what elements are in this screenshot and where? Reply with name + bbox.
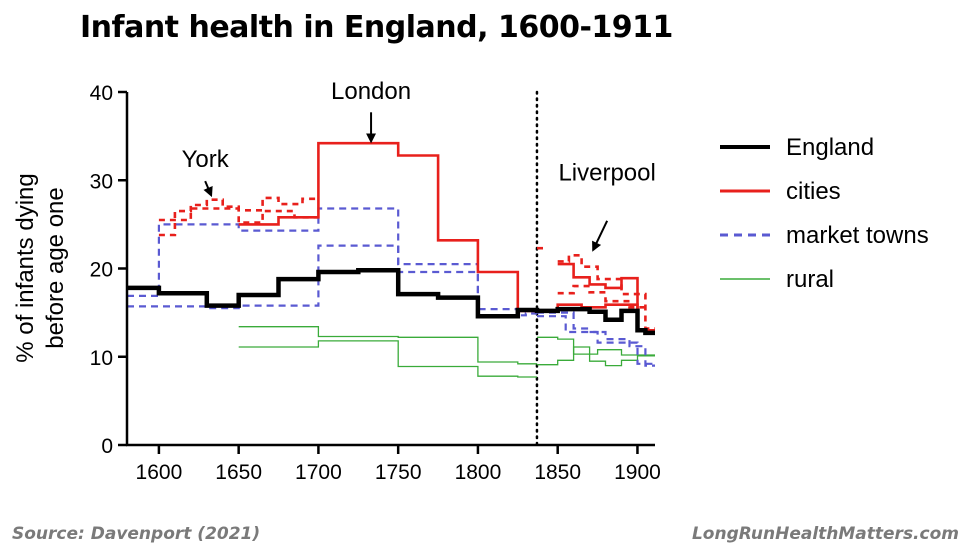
legend-label-market_towns: market towns [786, 222, 929, 249]
y-tick-label-40: 40 [90, 82, 113, 105]
series-market_towns-dashed-3 [537, 315, 655, 365]
series-rural-line-2 [537, 336, 655, 356]
chart-title: Infant health in England, 1600-1911 [80, 10, 673, 45]
y-tick-label-20: 20 [90, 259, 113, 282]
annotation-london: London [331, 78, 411, 105]
annotation-york: York [182, 146, 230, 173]
annotation-liverpool-arrow [592, 220, 609, 252]
annotation-york-arrow [203, 180, 213, 198]
source-note: Source: Davenport (2021) [12, 524, 261, 544]
series-rural-line-3 [537, 346, 655, 367]
x-tick-label-1750: 1750 [375, 461, 422, 484]
x-tick-label-1600: 1600 [136, 461, 183, 484]
legend-label-cities: cities [786, 178, 841, 205]
x-tick-label-1650: 1650 [215, 461, 262, 484]
legend-label-england: England [786, 134, 874, 161]
series-market_towns-dashed-1 [127, 244, 537, 317]
x-tick-label-1850: 1850 [534, 461, 581, 484]
y-axis-label: % of infants dying before age one [12, 173, 69, 362]
series-cities-line-0 [238, 141, 537, 313]
website-credit: LongRunHealthMatters.com [691, 524, 959, 544]
legend-label-rural: rural [786, 266, 834, 293]
annotation-liverpool: Liverpool [558, 159, 655, 186]
series-england-line-0 [127, 268, 655, 336]
y-axis-label-line-1: % of infants dying [12, 173, 39, 362]
series-market_towns-dashed-0 [127, 207, 537, 311]
series-cities-dashed-3 [557, 254, 655, 330]
series-cities-dashed-0 [158, 196, 319, 237]
x-tick-label-1900: 1900 [614, 461, 661, 484]
y-tick-label-30: 30 [90, 170, 113, 193]
y-axis-label-line-2: before age one [42, 187, 69, 348]
x-tick-label-1800: 1800 [455, 461, 502, 484]
series-rural-line-1 [238, 340, 537, 378]
series-cities-line-1 [557, 262, 655, 332]
y-tick-label-10: 10 [90, 347, 113, 370]
y-tick-label-0: 0 [101, 435, 113, 458]
series-cities-dashed-1 [158, 207, 319, 224]
series-rural-line-0 [238, 326, 537, 365]
series-market_towns-dashed-2 [537, 311, 655, 367]
x-tick-label-1700: 1700 [295, 461, 342, 484]
